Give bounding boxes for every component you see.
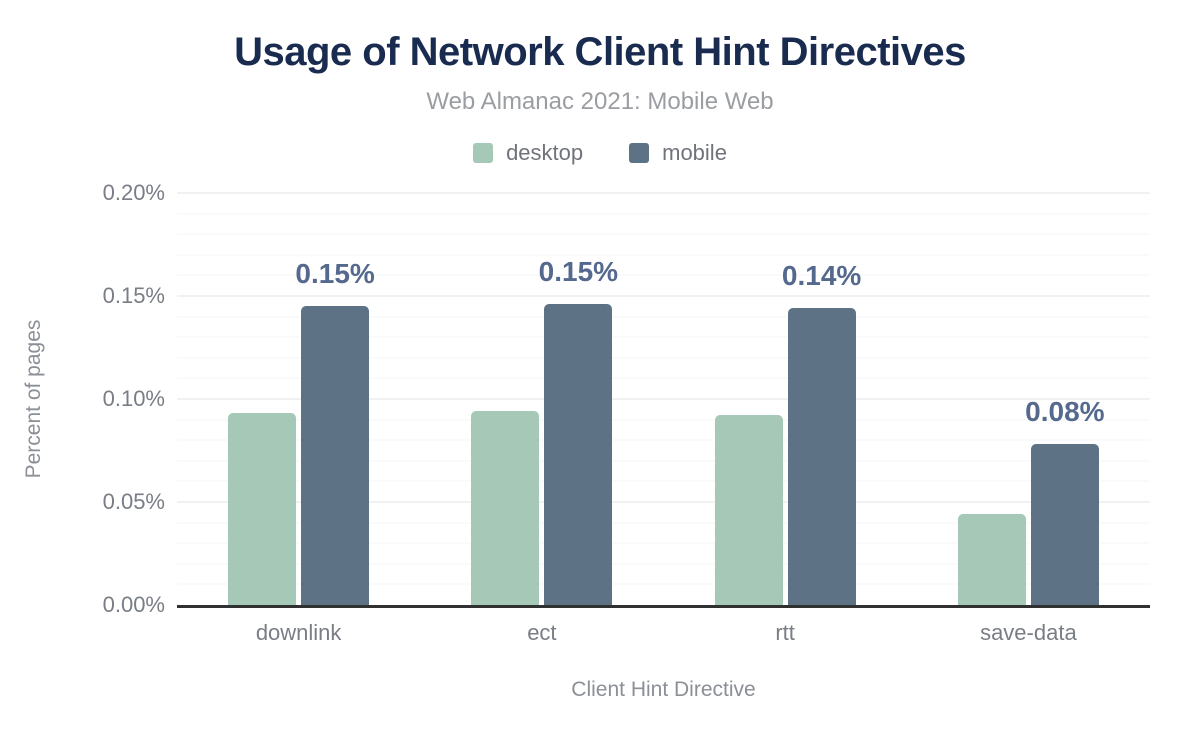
minor-gridline — [177, 274, 1150, 276]
minor-gridline — [177, 480, 1150, 482]
minor-gridline — [177, 377, 1150, 379]
legend-swatch-mobile — [629, 143, 650, 163]
bar-desktop-ect — [471, 411, 540, 605]
x-axis-title: Client Hint Directive — [571, 678, 756, 701]
minor-gridline — [177, 439, 1150, 441]
x-label-ect: ect — [527, 620, 557, 645]
legend-swatch-desktop — [473, 143, 494, 163]
minor-gridline — [177, 254, 1150, 256]
bar-desktop-downlink — [228, 413, 297, 605]
minor-gridline — [177, 583, 1150, 585]
bar-desktop-save-data — [957, 514, 1026, 605]
bar-mobile-save-data: 0.08% — [1025, 396, 1105, 605]
chart-subtitle: Web Almanac 2021: Mobile Web — [426, 88, 774, 115]
y-tick-label: 0.00% — [102, 592, 165, 617]
major-gridline — [177, 192, 1150, 194]
major-gridline — [177, 501, 1150, 503]
bar-desktop-rtt — [714, 415, 783, 605]
major-gridline — [177, 398, 1150, 400]
gridlines — [177, 192, 1150, 605]
minor-gridline — [177, 233, 1150, 235]
minor-gridline — [177, 460, 1150, 462]
y-tick-label: 0.20% — [102, 180, 165, 205]
bar-mobile-downlink: 0.15% — [295, 258, 375, 605]
x-label-save-data: save-data — [980, 620, 1077, 645]
bar-value-label-ect: 0.15% — [538, 256, 619, 288]
bar-group-ect: 0.15% — [420, 193, 663, 605]
bar-mobile-rtt: 0.14% — [782, 260, 861, 605]
bar-value-label-save-data: 0.08% — [1025, 396, 1105, 428]
minor-gridline — [177, 316, 1150, 318]
bar-value-label-rtt: 0.14% — [781, 260, 862, 292]
y-tick-label: 0.15% — [102, 283, 165, 308]
legend-label: desktop — [506, 140, 584, 165]
minor-gridline — [177, 336, 1150, 338]
x-axis-labels: downlink ect rtt save-data — [177, 620, 1150, 646]
minor-gridline — [177, 542, 1150, 544]
bar-group-downlink: 0.15% — [177, 193, 420, 605]
x-label-rtt: rtt — [775, 620, 795, 645]
minor-gridline — [177, 522, 1150, 524]
minor-gridline — [177, 419, 1150, 421]
bar-mobile-ect: 0.15% — [539, 256, 618, 605]
minor-gridline — [177, 563, 1150, 565]
bar-value-label-downlink: 0.15% — [295, 258, 375, 290]
legend-item-mobile: mobile — [629, 140, 727, 166]
y-axis-ticks: 0.00% 0.05% 0.10% 0.15% 0.20% — [0, 180, 165, 617]
bar-group-rtt: 0.14% — [664, 193, 907, 605]
legend-item-desktop: desktop — [473, 140, 583, 166]
y-tick-label: 0.05% — [102, 489, 165, 514]
minor-gridline — [177, 357, 1150, 359]
legend-label: mobile — [662, 140, 727, 165]
major-gridline — [177, 295, 1150, 297]
chart-title: Usage of Network Client Hint Directives — [234, 30, 966, 74]
legend: desktop mobile — [0, 140, 1200, 166]
y-tick-label: 0.10% — [102, 386, 165, 411]
x-label-downlink: downlink — [255, 620, 342, 645]
bar-groups: 0.15% 0.15% 0.14% 0.08% — [177, 193, 1150, 605]
plot-area: 0.15% 0.15% 0.14% 0.08% — [177, 192, 1150, 608]
bar-group-save-data: 0.08% — [907, 193, 1150, 605]
minor-gridline — [177, 213, 1150, 215]
